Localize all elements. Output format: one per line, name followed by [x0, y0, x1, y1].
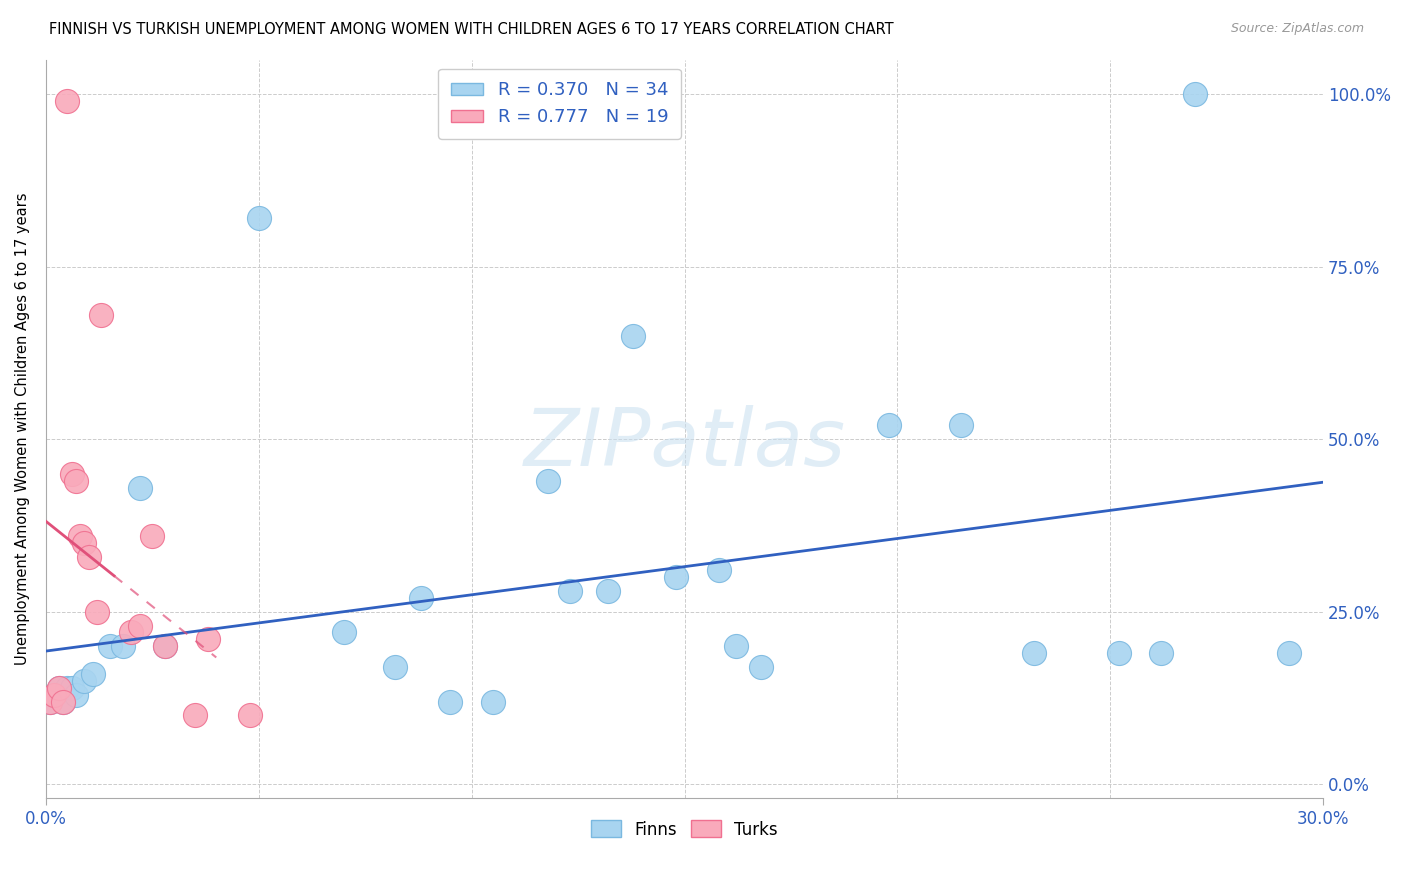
Point	[247, 211, 270, 226]
Point	[120, 625, 142, 640]
Point	[52, 694, 75, 708]
Text: FINNISH VS TURKISH UNEMPLOYMENT AMONG WOMEN WITH CHILDREN AGES 6 TO 17 YEARS COR: FINNISH VS TURKISH UNEMPLOYMENT AMONG WO…	[49, 22, 894, 37]
Point	[69, 529, 91, 543]
Point	[60, 467, 83, 481]
Point	[439, 694, 461, 708]
Point	[128, 481, 150, 495]
Point	[98, 640, 121, 654]
Point	[65, 688, 87, 702]
Legend: Finns, Turks: Finns, Turks	[585, 814, 785, 846]
Point	[239, 708, 262, 723]
Point	[56, 681, 79, 695]
Point	[60, 681, 83, 695]
Point	[65, 474, 87, 488]
Point	[537, 474, 560, 488]
Point	[197, 632, 219, 647]
Point	[73, 535, 96, 549]
Point	[724, 640, 747, 654]
Point	[950, 418, 973, 433]
Point	[1184, 87, 1206, 102]
Point	[596, 584, 619, 599]
Point	[409, 591, 432, 605]
Point	[44, 688, 66, 702]
Point	[44, 688, 66, 702]
Point	[184, 708, 207, 723]
Point	[39, 694, 62, 708]
Point	[48, 681, 70, 695]
Text: ZIPatlas: ZIPatlas	[523, 405, 845, 483]
Point	[1278, 646, 1301, 660]
Y-axis label: Unemployment Among Women with Children Ages 6 to 17 years: Unemployment Among Women with Children A…	[15, 193, 30, 665]
Point	[707, 563, 730, 577]
Point	[333, 625, 356, 640]
Point	[128, 618, 150, 632]
Point	[877, 418, 900, 433]
Point	[749, 660, 772, 674]
Point	[39, 694, 62, 708]
Point	[623, 328, 645, 343]
Point	[558, 584, 581, 599]
Point	[384, 660, 406, 674]
Point	[82, 666, 104, 681]
Point	[52, 694, 75, 708]
Point	[141, 529, 163, 543]
Point	[665, 570, 688, 584]
Text: Source: ZipAtlas.com: Source: ZipAtlas.com	[1230, 22, 1364, 36]
Point	[1108, 646, 1130, 660]
Point	[86, 605, 108, 619]
Point	[153, 640, 176, 654]
Point	[90, 308, 112, 322]
Point	[56, 94, 79, 108]
Point	[111, 640, 134, 654]
Point	[153, 640, 176, 654]
Point	[1022, 646, 1045, 660]
Point	[482, 694, 505, 708]
Point	[1150, 646, 1173, 660]
Point	[77, 549, 100, 564]
Point	[73, 673, 96, 688]
Point	[48, 681, 70, 695]
